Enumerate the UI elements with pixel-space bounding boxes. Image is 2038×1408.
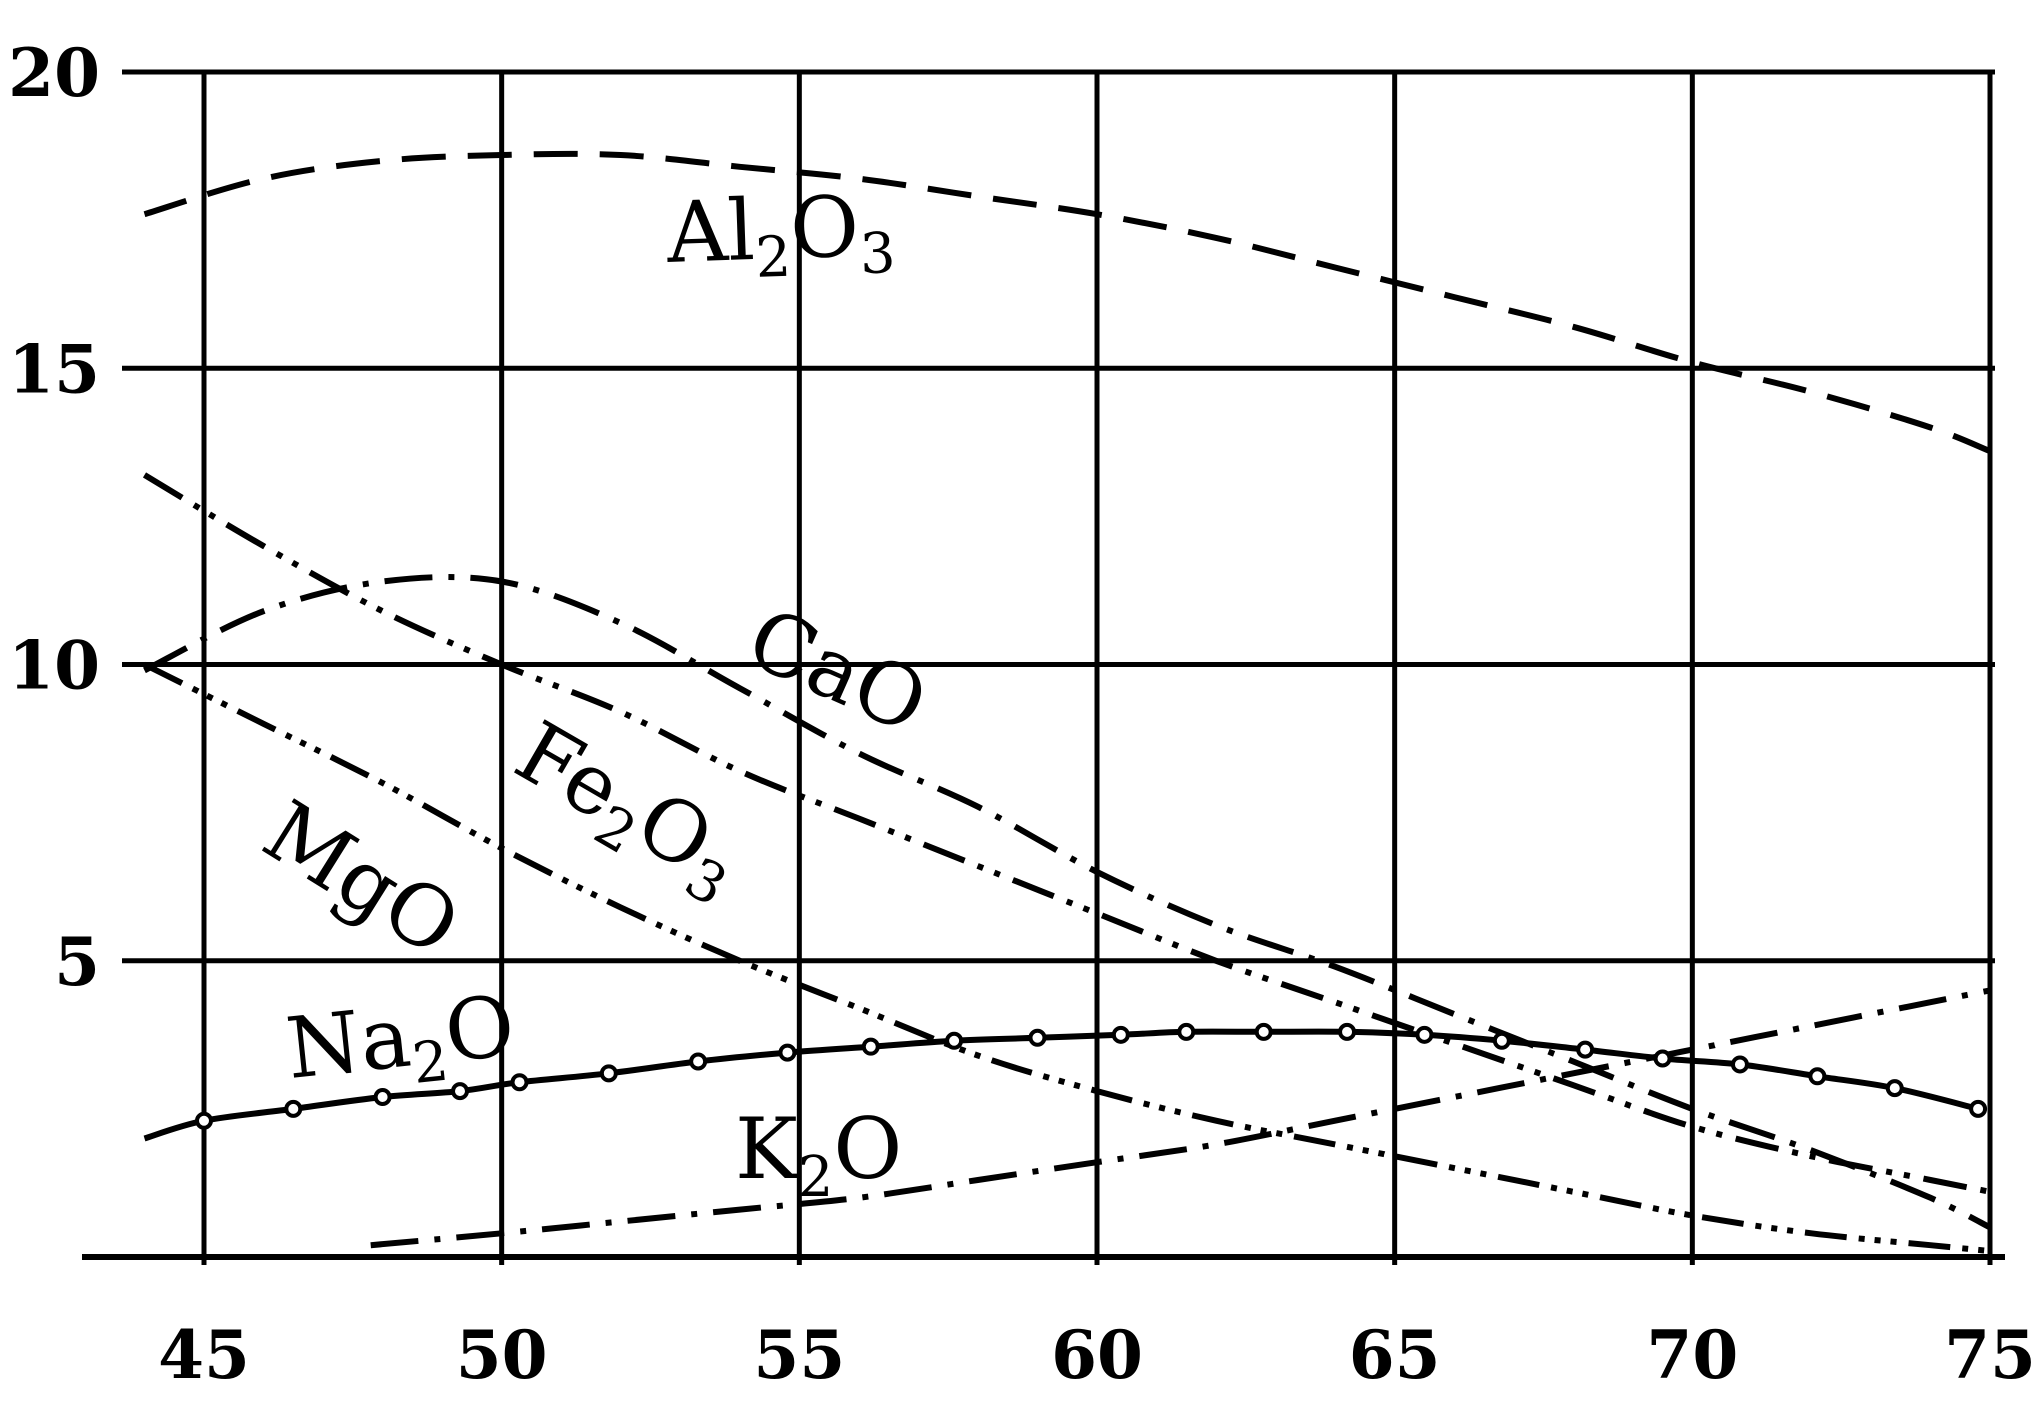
data-point-na2o-23	[1969, 1099, 1988, 1118]
data-point-na2o-15	[1338, 1022, 1357, 1041]
x-tick-label-75: 75	[1944, 1316, 2036, 1394]
series-line-mgo	[143, 661, 1991, 1255]
data-point-na2o-22	[1885, 1079, 1904, 1098]
y-tick-label-10: 10	[8, 627, 100, 705]
data-point-na2o-20	[1730, 1055, 1749, 1074]
data-point-na2o-8	[778, 1043, 797, 1062]
y-tick-label-20: 20	[8, 34, 100, 112]
data-point-na2o-12	[1111, 1025, 1130, 1044]
x-tick-label-70: 70	[1646, 1316, 1738, 1394]
data-point-na2o-9	[861, 1037, 880, 1056]
data-point-na2o-4	[450, 1082, 469, 1101]
data-point-na2o-7	[689, 1052, 708, 1071]
data-point-na2o-6	[599, 1064, 618, 1083]
data-point-na2o-17	[1492, 1031, 1511, 1050]
x-tick-label-60: 60	[1051, 1316, 1143, 1394]
x-tick-label-65: 65	[1349, 1316, 1441, 1394]
y-tick-label-15: 15	[8, 330, 100, 408]
data-point-na2o-19	[1653, 1049, 1672, 1068]
data-point-na2o-14	[1254, 1022, 1273, 1041]
series-line-al2o3	[143, 150, 1992, 454]
data-point-na2o-11	[1028, 1028, 1047, 1047]
x-tick-label-55: 55	[753, 1316, 845, 1394]
series-line-k2o	[370, 987, 1991, 1249]
data-point-na2o-16	[1415, 1025, 1434, 1044]
x-tick-label-45: 45	[158, 1316, 250, 1394]
series-label-k2o: K2O	[735, 1100, 902, 1210]
data-point-na2o-13	[1177, 1022, 1196, 1041]
data-point-na2o-18	[1576, 1040, 1595, 1059]
tick-layer: 45 50 55 60 65 70 75 5 10 15 20	[8, 34, 2036, 1394]
series-label-cao: CaO	[734, 589, 941, 753]
series-label-na2o: Na2O	[282, 977, 520, 1110]
series-label-al2o3: Al2O3	[664, 176, 896, 294]
data-point-na2o-21	[1808, 1067, 1827, 1086]
marker-layer	[195, 1022, 1988, 1130]
x-tick-label-50: 50	[456, 1316, 548, 1394]
series-line-cao	[143, 574, 1992, 1231]
y-tick-label-5: 5	[54, 923, 100, 1001]
data-point-na2o-2	[284, 1099, 303, 1118]
series-line-fe2o3	[142, 472, 1991, 1195]
series-label-mgo: MgO	[247, 782, 476, 976]
data-point-na2o-5	[510, 1073, 529, 1092]
data-point-na2o-10	[945, 1031, 964, 1050]
series-label-fe2o3: Fe2O3	[494, 702, 760, 919]
grid-layer	[82, 69, 2005, 1265]
data-point-na2o-1	[195, 1111, 213, 1130]
data-point-na2o-3	[373, 1088, 392, 1107]
